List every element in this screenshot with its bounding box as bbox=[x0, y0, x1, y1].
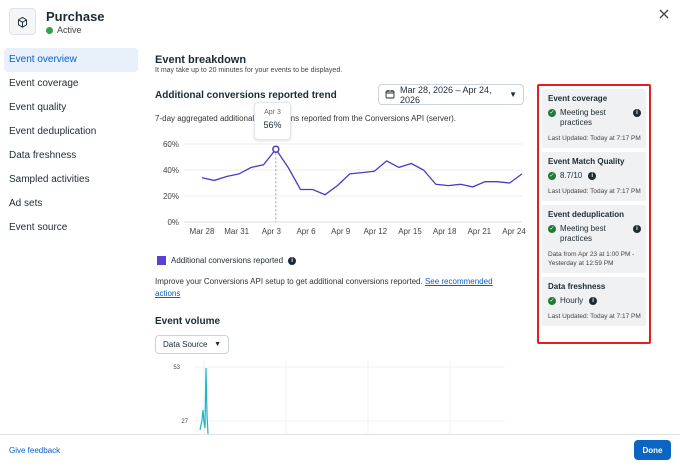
event-coverage-card[interactable]: Event coverage ✓ Meeting best practices … bbox=[542, 89, 646, 148]
x-tick-label: Apr 21 bbox=[468, 227, 492, 236]
data-source-label: Data Source bbox=[163, 340, 208, 349]
y-tick-label: 60% bbox=[163, 140, 179, 149]
card-status: Meeting best practices bbox=[560, 108, 606, 127]
y-tick-label: 0% bbox=[167, 218, 179, 227]
check-circle-icon: ✓ bbox=[548, 172, 556, 180]
trend-series-line bbox=[201, 148, 523, 196]
x-tick-label: Apr 9 bbox=[331, 227, 351, 236]
data-source-dropdown[interactable]: Data Source ▼ bbox=[155, 335, 229, 354]
recommended-actions-link[interactable]: See recommended actions bbox=[155, 277, 493, 298]
x-tick-label: Apr 3 bbox=[262, 227, 282, 236]
chart-tooltip: Apr 3 56% bbox=[254, 102, 291, 140]
volume-series-line bbox=[199, 367, 209, 434]
chart-legend: Additional conversions reported i bbox=[157, 256, 297, 265]
volume-ytick-top: 53 bbox=[173, 365, 180, 371]
sidebar-item-event-quality[interactable]: Event quality bbox=[9, 102, 67, 113]
sidebar-item-event-overview[interactable]: Event overview bbox=[4, 48, 138, 72]
chevron-down-icon: ▼ bbox=[214, 341, 221, 348]
page-title: Purchase bbox=[46, 9, 105, 24]
improve-text: Improve your Conversions API setup to ge… bbox=[155, 277, 423, 286]
event-deduplication-card[interactable]: Event deduplication ✓ Meeting best pract… bbox=[542, 205, 646, 273]
sidebar-item-sampled-activities[interactable]: Sampled activities bbox=[9, 174, 90, 185]
card-meta: Last Updated: Today at 7:17 PM bbox=[548, 313, 641, 320]
sidebar-item-event-source[interactable]: Event source bbox=[9, 222, 68, 233]
y-tick-label: 40% bbox=[163, 166, 179, 175]
check-circle-icon: ✓ bbox=[548, 225, 556, 233]
tooltip-value: 56% bbox=[263, 120, 282, 130]
status-badge: Active bbox=[46, 25, 82, 35]
sidebar-item-event-coverage[interactable]: Event coverage bbox=[9, 78, 79, 89]
dialog-header: Purchase Active bbox=[0, 0, 680, 44]
improve-message: Improve your Conversions API setup to ge… bbox=[155, 276, 515, 300]
card-title: Event coverage bbox=[548, 94, 608, 103]
x-tick-label: Apr 18 bbox=[433, 227, 457, 236]
sidebar-item-event-deduplication[interactable]: Event deduplication bbox=[9, 126, 97, 137]
card-status: Hourly bbox=[560, 296, 584, 305]
section-subtitle: It may take up to 20 minutes for your ev… bbox=[155, 67, 343, 74]
x-tick-label: Apr 6 bbox=[296, 227, 316, 236]
check-circle-icon: ✓ bbox=[548, 297, 556, 305]
status-label: Active bbox=[57, 25, 82, 35]
info-icon[interactable]: i bbox=[288, 257, 297, 265]
card-meta: Data from Apr 23 at 1:00 PM - Yesterday … bbox=[548, 251, 635, 267]
diagnostics-panel: Event coverage ✓ Meeting best practices … bbox=[537, 84, 651, 344]
trend-subtitle: 7-day aggregated additional conversions … bbox=[155, 114, 457, 123]
give-feedback-link[interactable]: Give feedback bbox=[9, 446, 61, 455]
sidebar-item-data-freshness[interactable]: Data freshness bbox=[9, 150, 77, 161]
status-dot-icon bbox=[46, 26, 53, 34]
x-tick-label: Mar 31 bbox=[224, 227, 249, 236]
event-volume-chart: 53 27 bbox=[173, 360, 505, 434]
x-tick-label: Mar 28 bbox=[190, 227, 215, 236]
card-status: Meeting best practices bbox=[560, 224, 606, 243]
y-tick-label: 20% bbox=[163, 192, 179, 201]
close-icon[interactable] bbox=[658, 7, 672, 21]
x-tick-label: Apr 24 bbox=[502, 227, 526, 236]
date-range-picker[interactable]: Mar 28, 2026 – Apr 24, 2026 ▼ bbox=[378, 84, 524, 105]
volume-ytick-mid: 27 bbox=[181, 419, 188, 425]
info-icon[interactable]: i bbox=[588, 172, 597, 180]
event-volume-title: Event volume bbox=[155, 316, 221, 327]
card-meta: Last Updated: Today at 7:17 PM bbox=[548, 135, 641, 142]
card-title: Event deduplication bbox=[548, 210, 625, 219]
box-icon bbox=[9, 8, 36, 35]
legend-swatch bbox=[157, 256, 166, 265]
x-tick-label: Apr 12 bbox=[364, 227, 388, 236]
event-match-quality-card[interactable]: Event Match Quality ✓ 8.7/10 i Last Upda… bbox=[542, 152, 646, 201]
calendar-icon bbox=[385, 89, 395, 101]
x-tick-label: Apr 15 bbox=[398, 227, 422, 236]
data-freshness-card[interactable]: Data freshness ✓ Hourly i Last Updated: … bbox=[542, 277, 646, 326]
footer-divider bbox=[0, 434, 680, 435]
check-circle-icon: ✓ bbox=[548, 109, 556, 117]
info-icon[interactable]: i bbox=[633, 225, 641, 233]
card-status: 8.7/10 bbox=[560, 171, 583, 180]
card-title: Data freshness bbox=[548, 282, 606, 291]
hover-point bbox=[272, 145, 280, 153]
section-title: Event breakdown bbox=[155, 54, 247, 66]
date-range-label: Mar 28, 2026 – Apr 24, 2026 bbox=[400, 84, 492, 105]
chevron-down-icon: ▼ bbox=[509, 90, 517, 99]
trend-title: Additional conversions reported trend bbox=[155, 90, 337, 101]
info-icon[interactable]: i bbox=[589, 297, 598, 305]
card-title: Event Match Quality bbox=[548, 157, 625, 166]
legend-label: Additional conversions reported bbox=[171, 256, 284, 265]
card-meta: Last Updated: Today at 7:17 PM bbox=[548, 188, 641, 195]
done-button[interactable]: Done bbox=[634, 440, 671, 460]
sidebar-nav: Event overview Event coverage Event qual… bbox=[4, 48, 138, 240]
tooltip-date: Apr 3 bbox=[264, 109, 281, 116]
info-icon[interactable]: i bbox=[633, 109, 641, 117]
sidebar-item-ad-sets[interactable]: Ad sets bbox=[9, 198, 43, 209]
trend-line-chart: 60% 40% 20% 0% Mar 28 Mar 31 Apr 3 Apr 6 Apr 9 Ap… bbox=[163, 140, 526, 236]
